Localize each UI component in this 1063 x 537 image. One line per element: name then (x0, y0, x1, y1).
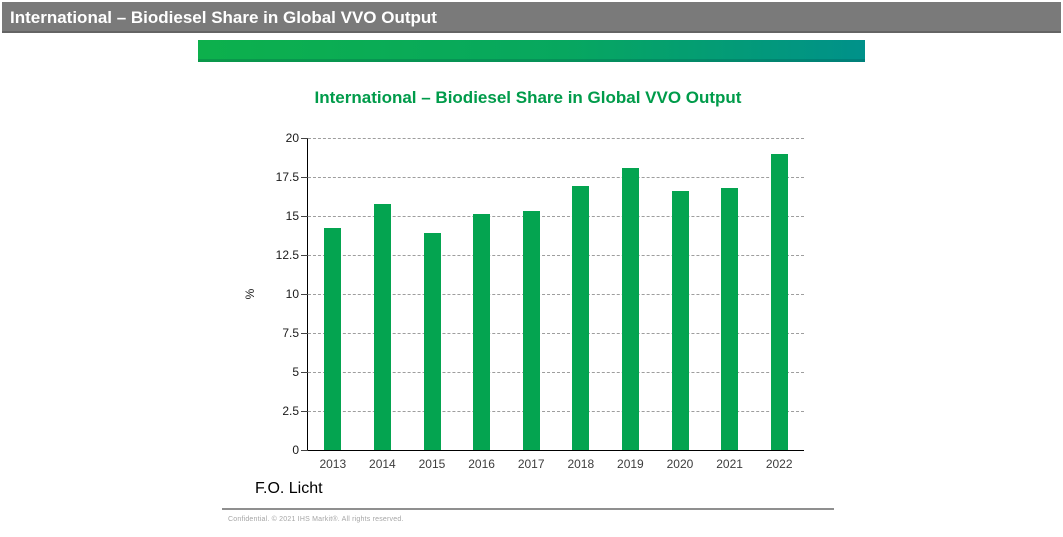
y-tick-mark-2.5 (301, 411, 308, 412)
source-attribution: F.O. Licht (255, 480, 323, 497)
x-tick-label-2016: 2016 (468, 457, 495, 471)
y-tick-label-20: 20 (285, 131, 299, 145)
footer-divider (222, 508, 834, 510)
bar-2018 (572, 186, 590, 450)
bar-2020 (671, 191, 689, 450)
bar-2017 (522, 211, 540, 450)
copyright-text: Confidential. © 2021 IHS Markit®. All ri… (228, 516, 404, 523)
y-tick-label-15: 15 (285, 209, 299, 223)
gridline-2.5 (308, 411, 804, 412)
y-tick-mark-7.5 (301, 333, 308, 334)
green-gradient-accent-bar (198, 40, 865, 62)
slide-header-title: International – Biodiesel Share in Globa… (10, 8, 437, 27)
x-tick-label-2022: 2022 (765, 457, 793, 471)
gridline-5 (308, 372, 804, 373)
x-tick-label-2018: 2018 (567, 457, 595, 471)
plot-area: % 0 2.5 5 7.5 10 12.5 15 17.5 20 2013 2014 2015 2016… (243, 131, 804, 471)
bar-2016 (473, 214, 491, 450)
y-tick-label-5: 5 (292, 365, 299, 379)
gridline-7.5 (308, 333, 804, 334)
bar-2014 (373, 203, 391, 450)
x-tick-label-2019: 2019 (617, 457, 644, 471)
y-tick-mark-17.5 (301, 177, 308, 178)
y-tick-mark-20 (301, 138, 308, 139)
bar-2022 (770, 153, 788, 450)
x-tick-label-2014: 2014 (369, 457, 396, 471)
x-tick-label-2015: 2015 (418, 457, 446, 471)
y-tick-mark-10 (301, 294, 308, 295)
y-tick-label-17.5: 17.5 (275, 170, 299, 184)
gridline-12.5 (308, 255, 804, 256)
x-tick-label-2017: 2017 (517, 457, 545, 471)
gridline-15 (308, 216, 804, 217)
x-tick-label-2013: 2013 (319, 457, 347, 471)
y-tick-mark-15 (301, 216, 308, 217)
y-tick-label-2.5: 2.5 (282, 404, 299, 418)
x-tick-label-2020: 2020 (666, 457, 694, 471)
bar-2013 (324, 228, 342, 450)
gridline-10 (308, 294, 804, 295)
bar-2019 (621, 167, 639, 450)
x-tick-label-2021: 2021 (716, 457, 743, 471)
slide-header-bar: International – Biodiesel Share in Globa… (2, 2, 1061, 33)
gridline-20 (308, 138, 804, 139)
bar-2015 (423, 233, 441, 450)
y-tick-label-7.5: 7.5 (282, 326, 299, 340)
y-tick-mark-0 (301, 450, 308, 451)
y-tick-label-0: 0 (292, 443, 299, 457)
y-tick-mark-5 (301, 372, 308, 373)
y-tick-mark-12.5 (301, 255, 308, 256)
chart-title: International – Biodiesel Share in Globa… (314, 88, 742, 107)
y-tick-label-12.5: 12.5 (275, 248, 299, 262)
gridline-17.5 (308, 177, 804, 178)
y-tick-label-10: 10 (285, 287, 299, 301)
bar-2021 (721, 187, 739, 450)
